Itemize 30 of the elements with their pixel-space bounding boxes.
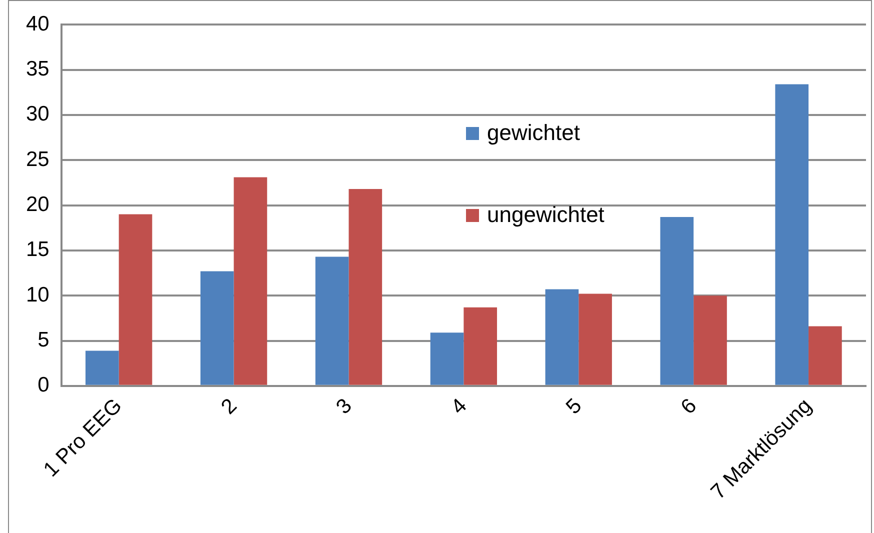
x-tick-label: 2 bbox=[216, 394, 242, 419]
bar bbox=[464, 307, 498, 385]
bar bbox=[694, 296, 727, 385]
y-tick-label: 30 bbox=[26, 102, 50, 126]
legend-label: ungewichtet bbox=[487, 202, 604, 228]
bar bbox=[200, 271, 234, 385]
x-tick-label: 6 bbox=[676, 394, 702, 419]
legend-label: gewichtet bbox=[487, 120, 580, 146]
bar bbox=[348, 189, 382, 385]
bar bbox=[660, 217, 694, 385]
bar bbox=[545, 289, 579, 385]
y-tick-label: 20 bbox=[26, 193, 50, 216]
y-tick-label: 35 bbox=[26, 58, 50, 81]
bar bbox=[808, 326, 842, 385]
y-tick-label: 15 bbox=[26, 238, 50, 262]
y-tick-label: 25 bbox=[26, 148, 50, 171]
y-tick-label: 10 bbox=[26, 283, 50, 306]
bar bbox=[86, 350, 119, 385]
bar bbox=[430, 332, 464, 385]
bar bbox=[118, 214, 152, 385]
bar bbox=[775, 84, 809, 385]
x-tick-label: 4 bbox=[446, 394, 472, 419]
bar bbox=[578, 294, 612, 385]
bar bbox=[234, 177, 268, 385]
y-tick-label: 40 bbox=[26, 12, 50, 36]
y-tick-label: 5 bbox=[38, 328, 50, 352]
y-tick-label: 0 bbox=[38, 374, 50, 397]
x-tick-label: 3 bbox=[332, 394, 356, 419]
x-tick-label: 5 bbox=[562, 394, 586, 419]
bar bbox=[315, 256, 349, 385]
